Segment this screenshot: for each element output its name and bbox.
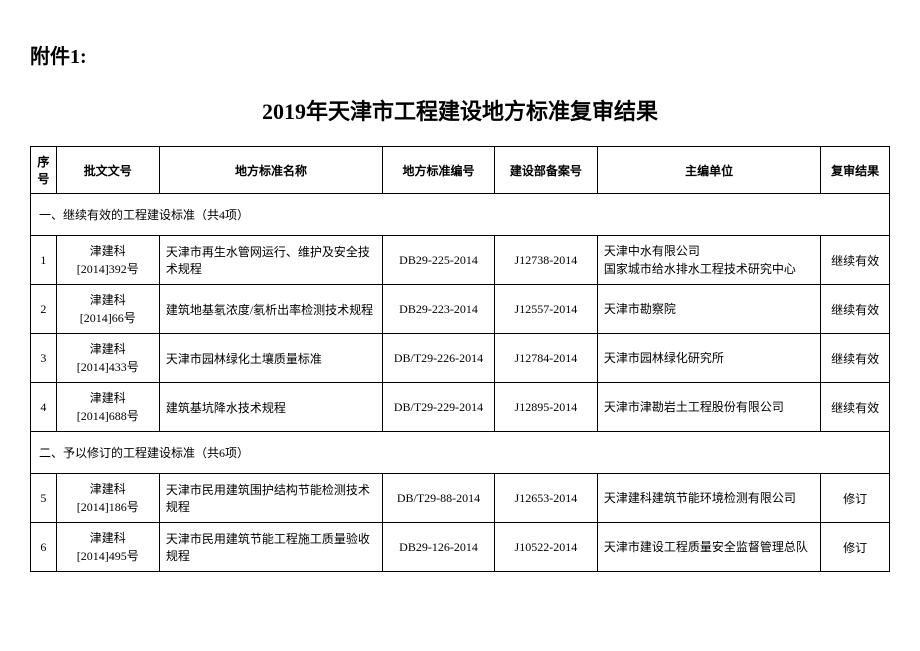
cell-seq: 3 [31,334,57,383]
cell-org: 天津市勘察院 [597,285,820,334]
cell-result: 修订 [821,523,890,572]
cell-org: 天津建科建筑节能环境检测有限公司 [597,474,820,523]
section-title-cell: 一、继续有效的工程建设标准（共4项） [31,194,890,236]
cell-result: 继续有效 [821,236,890,285]
cell-std-name: 天津市园林绿化土壤质量标准 [159,334,382,383]
standards-table: 序号 批文文号 地方标准名称 地方标准编号 建设部备案号 主编单位 复审结果 一… [30,146,890,572]
cell-result: 继续有效 [821,383,890,432]
cell-org: 天津市津勘岩土工程股份有限公司 [597,383,820,432]
cell-org: 天津中水有限公司国家城市给水排水工程技术研究中心 [597,236,820,285]
cell-doc-no: 津建科[2014]66号 [56,285,159,334]
cell-seq: 4 [31,383,57,432]
cell-record-no: J12784-2014 [494,334,597,383]
cell-doc-no: 津建科[2014]688号 [56,383,159,432]
table-row: 6津建科[2014]495号天津市民用建筑节能工程施工质量验收规程DB29-12… [31,523,890,572]
section-title-row: 二、予以修订的工程建设标准（共6项） [31,432,890,474]
header-std-code: 地方标准编号 [383,147,495,194]
header-record-no: 建设部备案号 [494,147,597,194]
table-row: 2津建科[2014]66号建筑地基氡浓度/氡析出率检测技术规程DB29-223-… [31,285,890,334]
cell-org: 天津市建设工程质量安全监督管理总队 [597,523,820,572]
cell-std-name: 天津市再生水管网运行、维护及安全技术规程 [159,236,382,285]
header-result: 复审结果 [821,147,890,194]
cell-record-no: J12738-2014 [494,236,597,285]
cell-doc-no: 津建科[2014]495号 [56,523,159,572]
cell-seq: 5 [31,474,57,523]
cell-std-code: DB29-223-2014 [383,285,495,334]
table-row: 5津建科[2014]186号天津市民用建筑围护结构节能检测技术规程DB/T29-… [31,474,890,523]
header-std-name: 地方标准名称 [159,147,382,194]
header-org: 主编单位 [597,147,820,194]
cell-std-code: DB/T29-226-2014 [383,334,495,383]
table-row: 3津建科[2014]433号天津市园林绿化土壤质量标准DB/T29-226-20… [31,334,890,383]
cell-seq: 6 [31,523,57,572]
table-row: 4津建科[2014]688号建筑基坑降水技术规程DB/T29-229-2014J… [31,383,890,432]
cell-doc-no: 津建科[2014]392号 [56,236,159,285]
cell-seq: 1 [31,236,57,285]
cell-std-name: 建筑基坑降水技术规程 [159,383,382,432]
cell-result: 修订 [821,474,890,523]
cell-std-code: DB29-126-2014 [383,523,495,572]
cell-std-code: DB/T29-88-2014 [383,474,495,523]
cell-std-code: DB29-225-2014 [383,236,495,285]
cell-record-no: J12653-2014 [494,474,597,523]
attachment-header: 附件1: [30,40,890,69]
section-title-row: 一、继续有效的工程建设标准（共4项） [31,194,890,236]
cell-record-no: J10522-2014 [494,523,597,572]
cell-std-name: 天津市民用建筑围护结构节能检测技术规程 [159,474,382,523]
cell-record-no: J12557-2014 [494,285,597,334]
cell-doc-no: 津建科[2014]433号 [56,334,159,383]
cell-result: 继续有效 [821,334,890,383]
table-row: 1津建科[2014]392号天津市再生水管网运行、维护及安全技术规程DB29-2… [31,236,890,285]
cell-result: 继续有效 [821,285,890,334]
header-seq: 序号 [31,147,57,194]
cell-std-code: DB/T29-229-2014 [383,383,495,432]
cell-std-name: 天津市民用建筑节能工程施工质量验收规程 [159,523,382,572]
header-doc-no: 批文文号 [56,147,159,194]
cell-std-name: 建筑地基氡浓度/氡析出率检测技术规程 [159,285,382,334]
cell-record-no: J12895-2014 [494,383,597,432]
cell-doc-no: 津建科[2014]186号 [56,474,159,523]
section-title-cell: 二、予以修订的工程建设标准（共6项） [31,432,890,474]
cell-seq: 2 [31,285,57,334]
main-title: 2019年天津市工程建设地方标准复审结果 [30,94,890,126]
table-header-row: 序号 批文文号 地方标准名称 地方标准编号 建设部备案号 主编单位 复审结果 [31,147,890,194]
cell-org: 天津市园林绿化研究所 [597,334,820,383]
